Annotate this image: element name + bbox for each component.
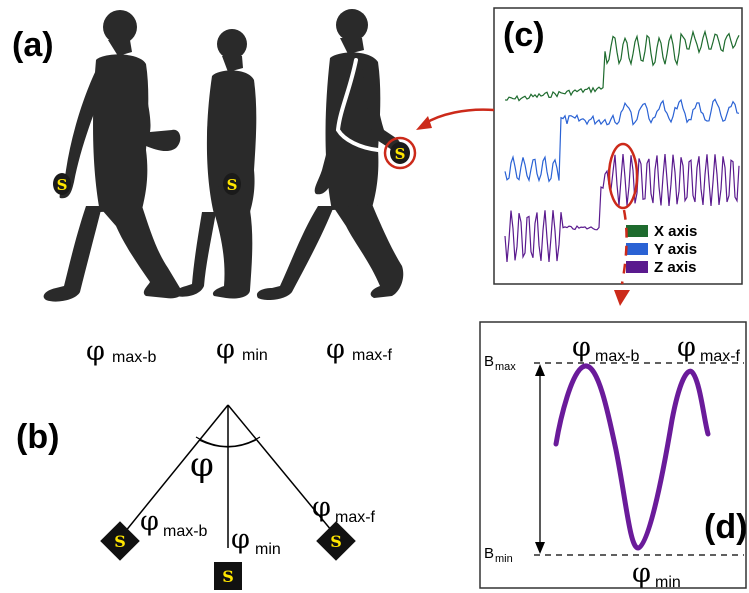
- signal-legend: X axis Y axis Z axis: [626, 223, 697, 276]
- svg-text:max-f: max-f: [700, 348, 741, 365]
- svg-text:max-f: max-f: [352, 347, 393, 364]
- svg-text:φ: φ: [231, 524, 250, 555]
- walker-silhouette-2: [174, 29, 257, 299]
- svg-text:S: S: [57, 176, 68, 194]
- z-axis-trace: [504, 153, 740, 263]
- pendulum-sensor-right: S: [316, 521, 356, 561]
- legend-label-x: X axis: [654, 223, 697, 240]
- svg-text:φ: φ: [677, 332, 696, 363]
- arm-highlight-line: [335, 58, 398, 156]
- pendulum-label-min: φ min: [231, 524, 281, 558]
- detail-panel-frame: [479, 321, 747, 589]
- amplitude-double-arrow: [535, 364, 545, 554]
- svg-text:φ: φ: [216, 334, 235, 365]
- sensor-1: S: [53, 173, 71, 195]
- svg-text:max: max: [495, 361, 516, 373]
- bmin-label: B min: [484, 545, 513, 565]
- sensor-signal-curve: [553, 363, 711, 551]
- svg-text:B: B: [484, 353, 494, 370]
- y-axis-trace: [504, 98, 740, 183]
- svg-text:φ: φ: [86, 336, 105, 367]
- peak-label-max-f: φ max-f: [677, 332, 741, 365]
- legend-label-z: Z axis: [654, 259, 697, 276]
- legend-swatch-y: [626, 243, 648, 255]
- svg-text:max-b: max-b: [163, 523, 208, 540]
- svg-text:φ: φ: [140, 506, 159, 537]
- trough-label-min: φ min: [632, 558, 681, 591]
- walker-silhouette-1: [43, 10, 183, 302]
- panel-label-a: (a): [12, 26, 54, 64]
- peak-label-max-b: φ max-b: [572, 332, 640, 365]
- phase-label-max-b: φ max-b: [86, 336, 157, 367]
- dashed-arrow-to-detail: [614, 209, 630, 306]
- angle-phi-label: φ: [190, 445, 214, 485]
- svg-text:φ: φ: [326, 334, 345, 365]
- svg-text:φ: φ: [312, 492, 331, 523]
- x-axis-trace: [504, 29, 740, 102]
- pendulum-label-max-f: φ max-f: [312, 492, 376, 526]
- phase-label-min: φ min: [216, 334, 268, 365]
- svg-text:φ: φ: [632, 558, 651, 589]
- svg-text:min: min: [655, 574, 681, 591]
- pendulum-sensor-left: S: [100, 521, 140, 561]
- bmax-label: B max: [484, 353, 516, 373]
- pendulum-label-max-b: φ max-b: [140, 506, 208, 540]
- legend-swatch-x: [626, 225, 648, 237]
- highlight-ellipse: [607, 142, 639, 210]
- sensor-3-highlighted: S: [383, 136, 417, 170]
- svg-text:min: min: [255, 541, 281, 558]
- svg-text:max-b: max-b: [595, 348, 640, 365]
- svg-text:S: S: [114, 532, 126, 551]
- legend-swatch-z: [626, 261, 648, 273]
- pendulum-sensor-center: S: [214, 562, 242, 590]
- svg-text:S: S: [222, 567, 234, 586]
- svg-text:max-f: max-f: [335, 509, 376, 526]
- svg-text:S: S: [227, 176, 238, 194]
- panel-label-c: (c): [503, 16, 545, 54]
- panel-label-b: (b): [16, 418, 59, 456]
- svg-text:min: min: [242, 347, 268, 364]
- sensor-2: S: [223, 173, 241, 195]
- panel-label-d: (d): [704, 508, 747, 546]
- pendulum-diagram: [119, 404, 337, 548]
- svg-text:B: B: [484, 545, 494, 562]
- svg-text:S: S: [330, 532, 342, 551]
- arrow-to-sensor: [416, 108, 495, 130]
- accelerometer-signals: [504, 29, 740, 263]
- svg-text:max-b: max-b: [112, 349, 157, 366]
- walker-silhouette-3: [256, 9, 404, 300]
- legend-label-y: Y axis: [654, 241, 697, 258]
- svg-text:S: S: [395, 145, 406, 163]
- svg-text:φ: φ: [572, 332, 591, 363]
- svg-text:min: min: [495, 553, 513, 565]
- phase-label-max-f: φ max-f: [326, 334, 393, 365]
